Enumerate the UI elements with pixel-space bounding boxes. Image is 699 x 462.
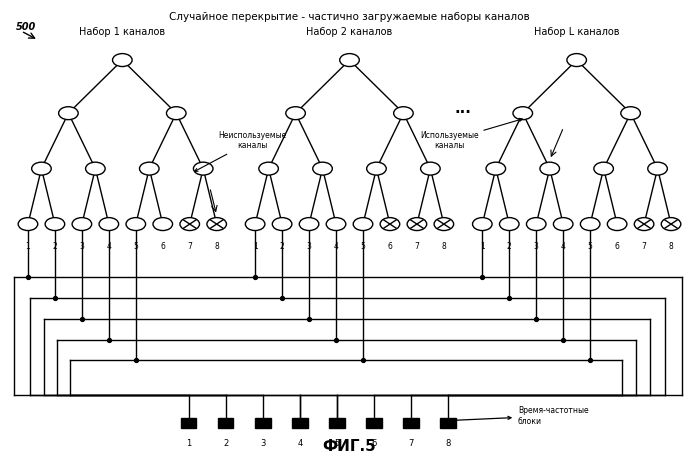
- Circle shape: [85, 162, 105, 175]
- Text: 1: 1: [480, 242, 484, 251]
- Text: 7: 7: [408, 439, 414, 448]
- Circle shape: [526, 218, 546, 231]
- Bar: [440, 418, 456, 428]
- Circle shape: [259, 162, 278, 175]
- Circle shape: [31, 162, 51, 175]
- Circle shape: [434, 218, 454, 231]
- Text: 8: 8: [215, 242, 219, 251]
- Text: 5: 5: [588, 242, 593, 251]
- Text: 4: 4: [561, 242, 565, 251]
- Circle shape: [554, 218, 573, 231]
- Circle shape: [299, 218, 319, 231]
- Text: 4: 4: [333, 242, 338, 251]
- Circle shape: [99, 218, 119, 231]
- Text: Набор 1 каналов: Набор 1 каналов: [79, 27, 166, 37]
- Text: 2: 2: [223, 439, 229, 448]
- Circle shape: [113, 54, 132, 67]
- Circle shape: [126, 218, 145, 231]
- Circle shape: [140, 162, 159, 175]
- Circle shape: [540, 162, 559, 175]
- Circle shape: [286, 107, 305, 120]
- Text: 8: 8: [445, 439, 451, 448]
- Bar: [181, 418, 196, 428]
- Text: 6: 6: [160, 242, 165, 251]
- Text: 2: 2: [280, 242, 284, 251]
- Text: ФИГ.5: ФИГ.5: [323, 439, 376, 454]
- Text: 4: 4: [106, 242, 111, 251]
- Bar: [218, 418, 233, 428]
- Bar: [403, 418, 419, 428]
- Circle shape: [407, 218, 426, 231]
- Text: 3: 3: [307, 242, 312, 251]
- Text: 6: 6: [387, 242, 392, 251]
- Circle shape: [580, 218, 600, 231]
- Text: Используемые
каналы: Используемые каналы: [420, 118, 522, 150]
- Text: 5: 5: [361, 242, 366, 251]
- Text: 2: 2: [507, 242, 512, 251]
- Circle shape: [421, 162, 440, 175]
- Circle shape: [661, 218, 681, 231]
- Text: 500: 500: [15, 22, 36, 32]
- Text: 5: 5: [134, 242, 138, 251]
- Circle shape: [500, 218, 519, 231]
- Bar: [366, 418, 382, 428]
- Text: 6: 6: [614, 242, 619, 251]
- Circle shape: [245, 218, 265, 231]
- Circle shape: [18, 218, 38, 231]
- Circle shape: [394, 107, 413, 120]
- Text: 7: 7: [415, 242, 419, 251]
- Circle shape: [340, 54, 359, 67]
- Circle shape: [166, 107, 186, 120]
- Text: Набор L каналов: Набор L каналов: [534, 27, 619, 37]
- Bar: [255, 418, 271, 428]
- Text: Неиспользуемые
каналы: Неиспользуемые каналы: [195, 131, 287, 171]
- Circle shape: [72, 218, 92, 231]
- Text: 3: 3: [260, 439, 266, 448]
- Circle shape: [273, 218, 292, 231]
- Circle shape: [513, 107, 533, 120]
- Bar: [292, 418, 308, 428]
- Circle shape: [153, 218, 173, 231]
- Circle shape: [621, 107, 640, 120]
- Circle shape: [473, 218, 492, 231]
- Circle shape: [607, 218, 627, 231]
- Circle shape: [567, 54, 586, 67]
- Circle shape: [326, 218, 346, 231]
- Circle shape: [45, 218, 65, 231]
- Text: Случайное перекрытие - частично загружаемые наборы каналов: Случайное перекрытие - частично загружае…: [169, 12, 530, 22]
- Text: 8: 8: [442, 242, 446, 251]
- Circle shape: [594, 162, 614, 175]
- Bar: [329, 418, 345, 428]
- Text: 1: 1: [26, 242, 30, 251]
- Text: 3: 3: [80, 242, 85, 251]
- Text: 4: 4: [297, 439, 303, 448]
- Text: 1: 1: [253, 242, 257, 251]
- Text: 5: 5: [334, 439, 340, 448]
- Text: 3: 3: [534, 242, 539, 251]
- Circle shape: [312, 162, 332, 175]
- Circle shape: [648, 162, 668, 175]
- Text: 8: 8: [669, 242, 673, 251]
- Circle shape: [180, 218, 199, 231]
- Circle shape: [634, 218, 654, 231]
- Circle shape: [59, 107, 78, 120]
- Text: 6: 6: [371, 439, 377, 448]
- Text: Набор 2 каналов: Набор 2 каналов: [306, 27, 393, 37]
- Text: ...: ...: [454, 101, 472, 116]
- Circle shape: [194, 162, 213, 175]
- Text: 7: 7: [187, 242, 192, 251]
- Circle shape: [207, 218, 226, 231]
- Text: 1: 1: [186, 439, 192, 448]
- Circle shape: [367, 162, 387, 175]
- Circle shape: [353, 218, 373, 231]
- Text: 2: 2: [52, 242, 57, 251]
- Text: 7: 7: [642, 242, 647, 251]
- Text: Время-частотные
блоки: Время-частотные блоки: [454, 406, 589, 426]
- Circle shape: [380, 218, 400, 231]
- Circle shape: [486, 162, 505, 175]
